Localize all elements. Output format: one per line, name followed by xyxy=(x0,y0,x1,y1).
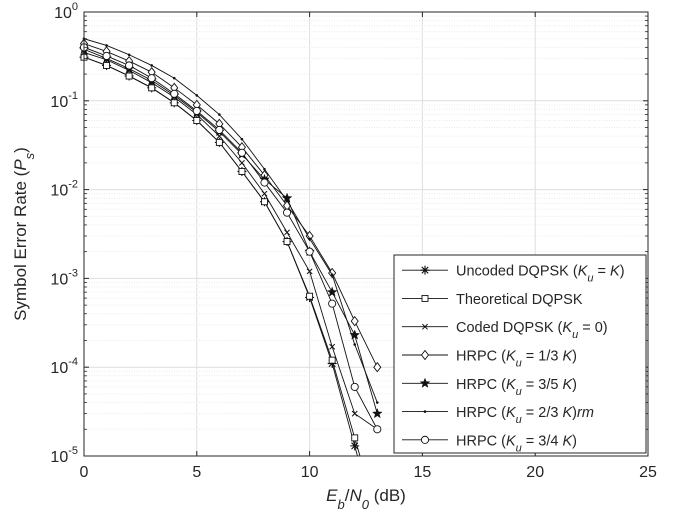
y-tick-base: 10 xyxy=(50,94,68,111)
legend-label-part: ) xyxy=(620,264,625,280)
y-tick-exponent: -1 xyxy=(68,90,78,102)
data-point-circle xyxy=(306,248,313,255)
data-point-circle xyxy=(261,179,268,186)
data-point-square xyxy=(352,435,358,441)
data-point-circle xyxy=(374,426,381,433)
data-point-circle xyxy=(148,75,155,82)
data-point-square xyxy=(126,73,132,79)
legend-label-part: ) xyxy=(572,377,577,393)
data-point-square xyxy=(171,100,177,106)
y-tick-base: 10 xyxy=(50,183,68,200)
legend-label-part: HRPC ( xyxy=(456,405,506,421)
data-point-square xyxy=(284,239,290,245)
data-point-dot xyxy=(353,343,356,346)
x-tick-label: 10 xyxy=(301,464,319,481)
legend-label-part: = 0) xyxy=(578,320,607,336)
x-tick-label: 15 xyxy=(414,464,432,481)
legend-label-part: = xyxy=(594,264,611,280)
y-tick-base: 10 xyxy=(50,449,68,466)
legend-label-part: HRPC ( xyxy=(456,377,506,393)
x-tick-label: 0 xyxy=(80,464,89,481)
data-point-dot xyxy=(105,44,108,47)
data-point-dot xyxy=(263,168,266,171)
x-tick-label: 5 xyxy=(192,464,201,481)
legend-label-part: Uncoded DQPSK ( xyxy=(456,264,578,280)
data-point-dot xyxy=(241,138,244,141)
data-point-dot xyxy=(128,53,131,56)
data-point-dot xyxy=(308,237,311,240)
legend-label-part: Coded DQPSK ( xyxy=(456,320,563,336)
data-point-circle xyxy=(171,90,178,97)
data-point-square xyxy=(307,293,313,299)
legend-label-part: = 1/3 xyxy=(522,349,563,365)
data-point-circle xyxy=(126,62,133,69)
data-point-dot xyxy=(286,199,289,202)
legend-label-part: ) xyxy=(572,433,577,449)
data-point-circle xyxy=(193,107,200,114)
legend-label-part: Theoretical DQPSK xyxy=(456,292,583,308)
y-tick-base: 10 xyxy=(50,360,68,377)
y-tick-exponent: 0 xyxy=(72,1,78,13)
y-tick-exponent: -4 xyxy=(68,356,78,368)
data-point-circle xyxy=(216,126,223,133)
legend-label-part: = 2/3 xyxy=(522,405,563,421)
data-point-square xyxy=(149,85,155,91)
y-tick-exponent: -5 xyxy=(68,445,78,457)
data-point-dot xyxy=(376,401,379,404)
data-point-circle xyxy=(238,149,245,156)
data-point-dot xyxy=(196,94,199,97)
legend-label-part: rm xyxy=(577,405,594,421)
data-point-dot xyxy=(218,113,221,116)
legend-marker-dot xyxy=(424,410,427,413)
legend-label-part: HRPC ( xyxy=(456,349,506,365)
data-point-circle xyxy=(351,383,358,390)
data-point-dot xyxy=(331,273,334,276)
x-axis-label-part: (dB) xyxy=(369,486,406,505)
legend-marker-circle xyxy=(421,436,428,443)
y-axis-label-part: P xyxy=(11,159,30,171)
legend-label: Theoretical DQPSK xyxy=(456,292,583,308)
x-axis-label-part: b xyxy=(338,497,345,512)
x-tick-label: 25 xyxy=(639,464,657,481)
y-tick-base: 10 xyxy=(54,5,72,22)
data-point-square xyxy=(194,118,200,124)
y-axis-label-part: Symbol Error Rate ( xyxy=(11,170,30,321)
legend-label-part: ) xyxy=(572,349,577,365)
data-point-circle xyxy=(283,209,290,216)
legend-label-part: = 3/4 xyxy=(522,433,563,449)
data-point-square xyxy=(216,139,222,145)
legend: Uncoded DQPSK (Ku = K)Theoretical DQPSKC… xyxy=(394,255,646,454)
y-tick-exponent: -2 xyxy=(68,179,78,191)
y-tick-base: 10 xyxy=(50,271,68,288)
data-point-square xyxy=(261,199,267,205)
x-tick-label: 20 xyxy=(526,464,544,481)
y-axis-label-part: ) xyxy=(11,147,30,153)
data-point-square xyxy=(104,62,110,68)
x-axis-label-part: N xyxy=(349,486,362,505)
data-point-square xyxy=(239,168,245,174)
data-point-circle xyxy=(103,52,110,59)
legend-label-part: = 3/5 xyxy=(522,377,563,393)
legend-marker-asterisk xyxy=(421,266,430,275)
legend-marker-square xyxy=(422,295,428,301)
data-point-circle xyxy=(329,300,336,307)
x-axis-label-part: E xyxy=(326,486,338,505)
y-tick-exponent: -3 xyxy=(68,267,78,279)
data-point-dot xyxy=(150,64,153,67)
data-point-square xyxy=(329,357,335,363)
legend-label-part: HRPC ( xyxy=(456,433,506,449)
data-point-dot xyxy=(173,77,176,80)
